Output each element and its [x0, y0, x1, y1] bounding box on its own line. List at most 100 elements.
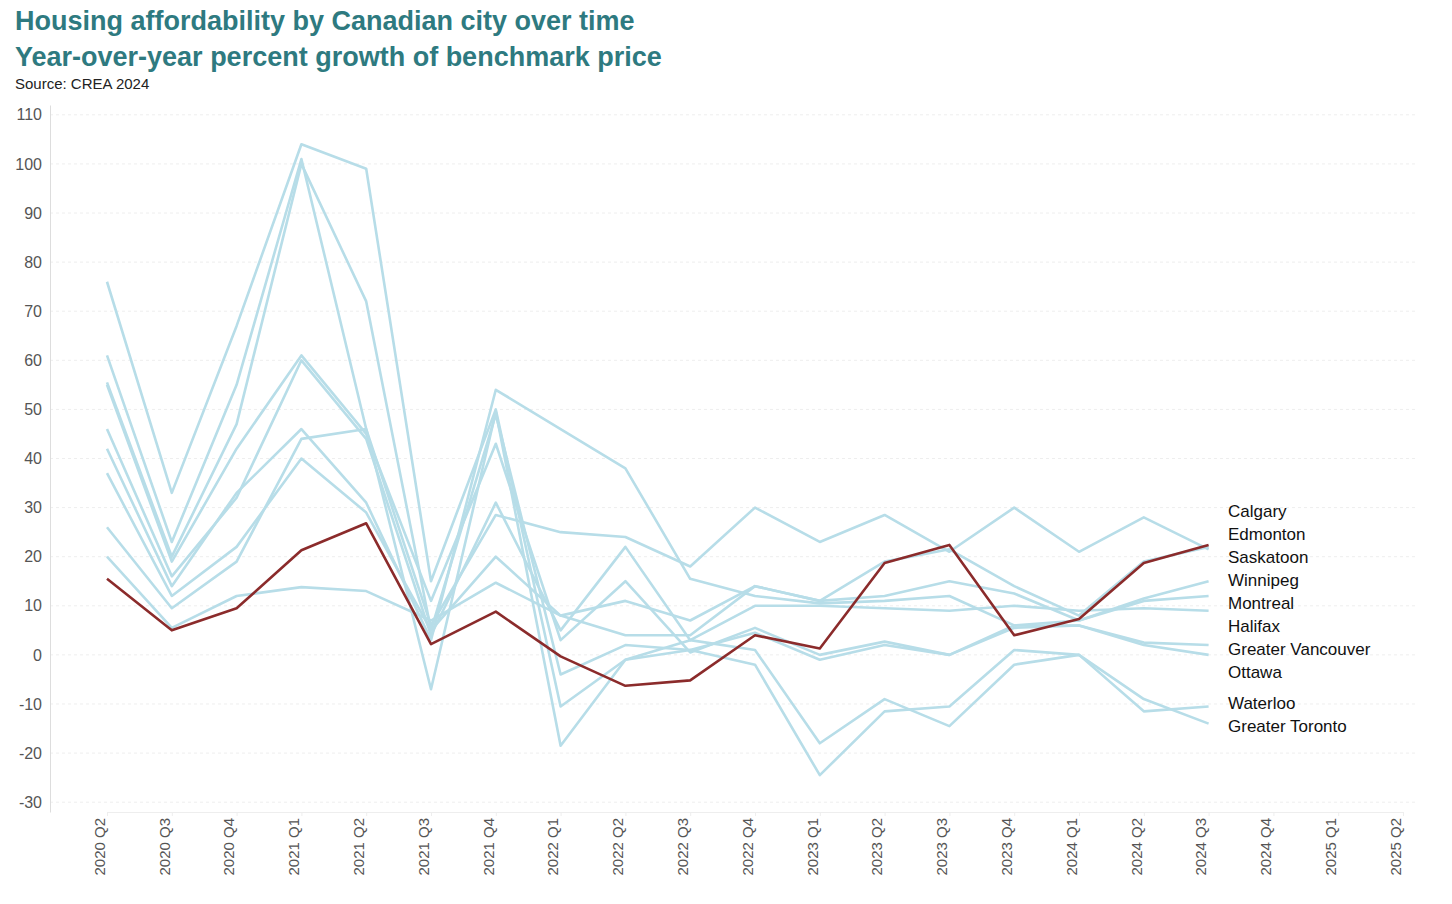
x-tick-label: 2021 Q2 [350, 818, 367, 876]
x-tick-mark [755, 812, 756, 816]
series-labels: CalgaryEdmontonSaskatoonWinnipegMontreal… [1228, 502, 1371, 737]
grid-line [50, 409, 1415, 410]
x-tick: 2020 Q4 [220, 812, 237, 876]
grid-line [50, 163, 1415, 164]
x-tick-label: 2023 Q3 [933, 818, 950, 876]
grid-line [50, 507, 1415, 508]
series-label: Montreal [1228, 594, 1294, 613]
x-tick: 2021 Q2 [350, 812, 367, 876]
x-tick: 2024 Q1 [1063, 812, 1080, 876]
y-tick: 20 [24, 548, 50, 565]
series-line [107, 360, 1209, 640]
x-tick: 2022 Q1 [544, 812, 561, 876]
x-tick-label: 2024 Q3 [1192, 818, 1209, 876]
x-tick-label: 2023 Q1 [804, 818, 821, 876]
x-tick: 2025 Q1 [1322, 812, 1339, 876]
series-label: Edmonton [1228, 525, 1306, 544]
y-tick: 110 [16, 106, 50, 123]
x-tick-mark [107, 812, 108, 816]
x-tick: 2021 Q1 [285, 812, 302, 876]
x-tick: 2024 Q2 [1128, 812, 1145, 876]
y-tick: -30 [19, 794, 50, 811]
subtitle: Year-over-year percent growth of benchma… [15, 42, 662, 72]
x-tick: 2021 Q3 [415, 812, 432, 876]
x-tick-label: 2025 Q2 [1387, 818, 1404, 876]
grid-line [50, 114, 1415, 115]
grid-line [50, 753, 1415, 754]
y-tick: 70 [24, 303, 50, 320]
y-tick: 10 [24, 597, 50, 614]
y-tick: -20 [19, 745, 50, 762]
y-tick: 80 [24, 254, 50, 271]
y-tick-label: 30 [24, 499, 42, 516]
x-tick-label: 2023 Q4 [998, 818, 1015, 876]
x-tick: 2024 Q3 [1192, 812, 1209, 876]
grid-line [50, 703, 1415, 704]
y-tick-label: 40 [24, 450, 42, 467]
x-tick-label: 2025 Q1 [1322, 818, 1339, 876]
y-tick-label: 100 [15, 156, 42, 173]
lines [107, 144, 1209, 775]
x-tick-label: 2021 Q1 [285, 818, 302, 876]
x-tick: 2023 Q1 [804, 812, 821, 876]
y-tick: 50 [24, 401, 50, 418]
x-tick: 2020 Q3 [156, 812, 173, 876]
x-tick-label: 2022 Q3 [674, 818, 691, 876]
grid-line [50, 802, 1415, 803]
series-line [107, 390, 1209, 640]
series-line [107, 355, 1209, 654]
grid-line [50, 311, 1415, 312]
chart: Housing affordability by Canadian city o… [0, 0, 1452, 904]
series-label: Saskatoon [1228, 548, 1308, 567]
x-tick-label: 2022 Q2 [609, 818, 626, 876]
series-label: Ottawa [1228, 663, 1282, 682]
grid [50, 115, 1415, 802]
x-tick: 2024 Q4 [1257, 812, 1274, 876]
y-tick-label: -20 [19, 745, 42, 762]
y-tick-label: 110 [16, 106, 42, 123]
y-tick-label: 80 [24, 254, 42, 271]
x-tick-mark [1079, 812, 1080, 816]
x-tick-mark [1273, 812, 1274, 816]
x-tick-label: 2024 Q2 [1128, 818, 1145, 876]
y-tick: 30 [24, 499, 50, 516]
x-tick: 2023 Q2 [868, 812, 885, 876]
x-tick-mark [431, 812, 432, 816]
y-tick-label: 70 [24, 303, 42, 320]
x-tick-mark [561, 812, 562, 816]
x-axis: 2020 Q2 2020 Q3 2020 Q4 2021 Q1 2021 Q2 2021 … [91, 812, 1404, 876]
x-tick: 2020 Q2 [91, 812, 108, 876]
y-tick: 100 [15, 156, 50, 173]
series-line [107, 523, 1209, 686]
grid-line [50, 605, 1415, 606]
x-tick-mark [690, 812, 691, 816]
grid-line [50, 262, 1415, 263]
x-axis-line [108, 813, 1404, 817]
x-tick: 2023 Q4 [998, 812, 1015, 876]
x-tick-mark [366, 812, 367, 816]
x-tick-label: 2020 Q2 [91, 818, 108, 876]
x-tick-mark [1338, 812, 1339, 816]
x-tick-mark [237, 812, 238, 816]
grid-line [50, 360, 1415, 361]
x-tick-label: 2023 Q2 [868, 818, 885, 876]
series-line [107, 164, 1209, 675]
x-tick: 2021 Q4 [480, 812, 497, 876]
y-tick: -10 [19, 696, 50, 713]
x-tick-label: 2020 Q4 [220, 818, 237, 876]
y-axis-line [50, 106, 51, 813]
x-tick-label: 2022 Q4 [739, 818, 756, 876]
y-tick-label: -30 [19, 794, 42, 811]
x-tick: 2025 Q2 [1387, 812, 1404, 876]
x-tick: 2023 Q3 [933, 812, 950, 876]
x-tick-mark [625, 812, 626, 816]
series-label: Halifax [1228, 617, 1280, 636]
grid-line [50, 654, 1415, 655]
x-tick-mark [301, 812, 302, 816]
x-tick: 2022 Q4 [739, 812, 756, 876]
y-tick-label: 0 [33, 647, 42, 664]
x-tick-label: 2024 Q1 [1063, 818, 1080, 876]
grid-line [50, 556, 1415, 557]
x-tick: 2022 Q3 [674, 812, 691, 876]
x-tick-mark [885, 812, 886, 816]
